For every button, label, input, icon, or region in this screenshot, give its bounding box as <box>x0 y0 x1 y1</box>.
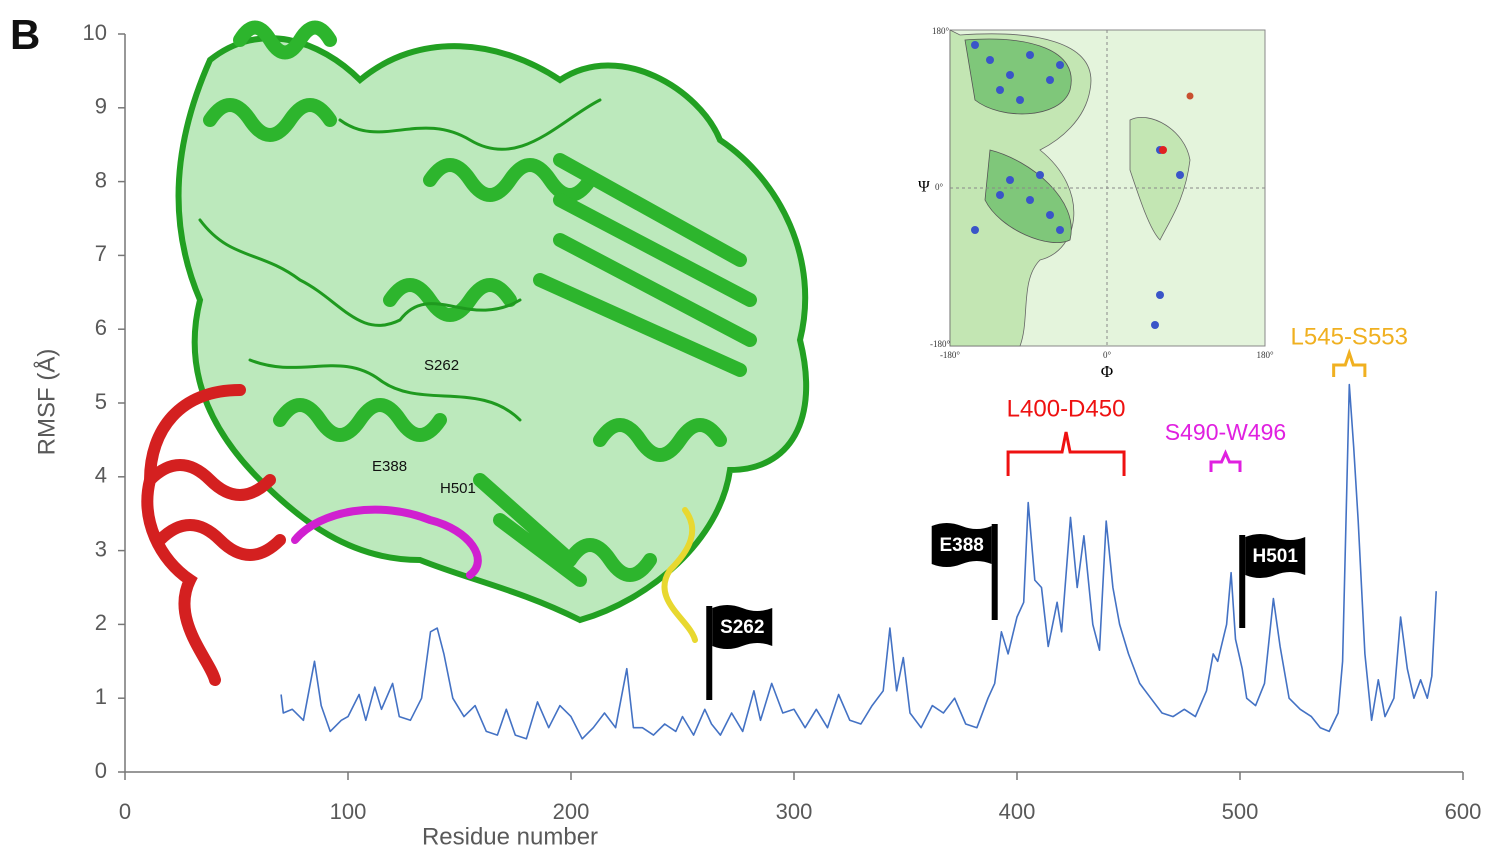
region-bracket <box>1006 431 1126 476</box>
inset-x-tick: 180° <box>1256 350 1274 360</box>
structure-label: H501 <box>440 480 476 497</box>
x-tick-label: 200 <box>553 799 590 824</box>
x-axis-label: Residue number <box>422 823 598 850</box>
x-tick-label: 500 <box>1222 799 1259 824</box>
region-label: L545-S553 <box>1291 323 1408 350</box>
ramachandran-inset: 180° -180° 0° Ψ -180° 0° 180° Φ <box>918 26 1274 381</box>
protein-structure <box>141 20 810 686</box>
y-axis-label: RMSF (Å) <box>32 349 60 456</box>
inset-x-label: Φ <box>1101 362 1113 381</box>
rmsf-line <box>280 383 1437 740</box>
inset-y-label: Ψ <box>918 179 930 196</box>
flag-label: H501 <box>1253 546 1299 567</box>
y-tick-label: 6 <box>95 315 107 340</box>
inset-y-tick: -180° <box>930 339 950 349</box>
x-tick-label: 0 <box>119 799 131 824</box>
region-label: S490-W496 <box>1165 419 1286 445</box>
inset-y-tick: 180° <box>932 26 950 36</box>
y-tick-label: 5 <box>95 389 107 414</box>
y-tick-label: 0 <box>95 758 107 783</box>
x-tick-label: 600 <box>1445 799 1482 824</box>
structure-label: S262 <box>424 357 459 374</box>
structure-labels: S262 E388 H501 <box>372 357 476 497</box>
structure-label: E388 <box>372 458 407 475</box>
flag-label: S262 <box>720 617 764 638</box>
inset-x-tick: 0° <box>1103 350 1112 360</box>
y-tick-label: 10 <box>83 20 107 45</box>
region-label: L400-D450 <box>1007 395 1126 422</box>
x-tick-label: 100 <box>330 799 367 824</box>
region-bracket <box>1209 449 1242 472</box>
x-tick-label: 400 <box>999 799 1036 824</box>
panel-label: B <box>10 11 40 58</box>
region-bracket <box>1332 348 1367 377</box>
y-tick-label: 8 <box>95 167 107 192</box>
flag <box>1245 534 1306 578</box>
y-tick-label: 1 <box>95 684 107 709</box>
x-tick-label: 300 <box>776 799 813 824</box>
flag-label: E388 <box>940 535 984 556</box>
y-tick-label: 3 <box>95 536 107 561</box>
flag <box>712 605 773 649</box>
y-tick-label: 9 <box>95 94 107 119</box>
inset-y-tick: 0° <box>935 182 944 192</box>
flag <box>931 523 992 567</box>
inset-x-tick: -180° <box>940 350 960 360</box>
y-tick-label: 4 <box>95 463 107 488</box>
y-tick-label: 2 <box>95 610 107 635</box>
y-tick-label: 7 <box>95 241 107 266</box>
